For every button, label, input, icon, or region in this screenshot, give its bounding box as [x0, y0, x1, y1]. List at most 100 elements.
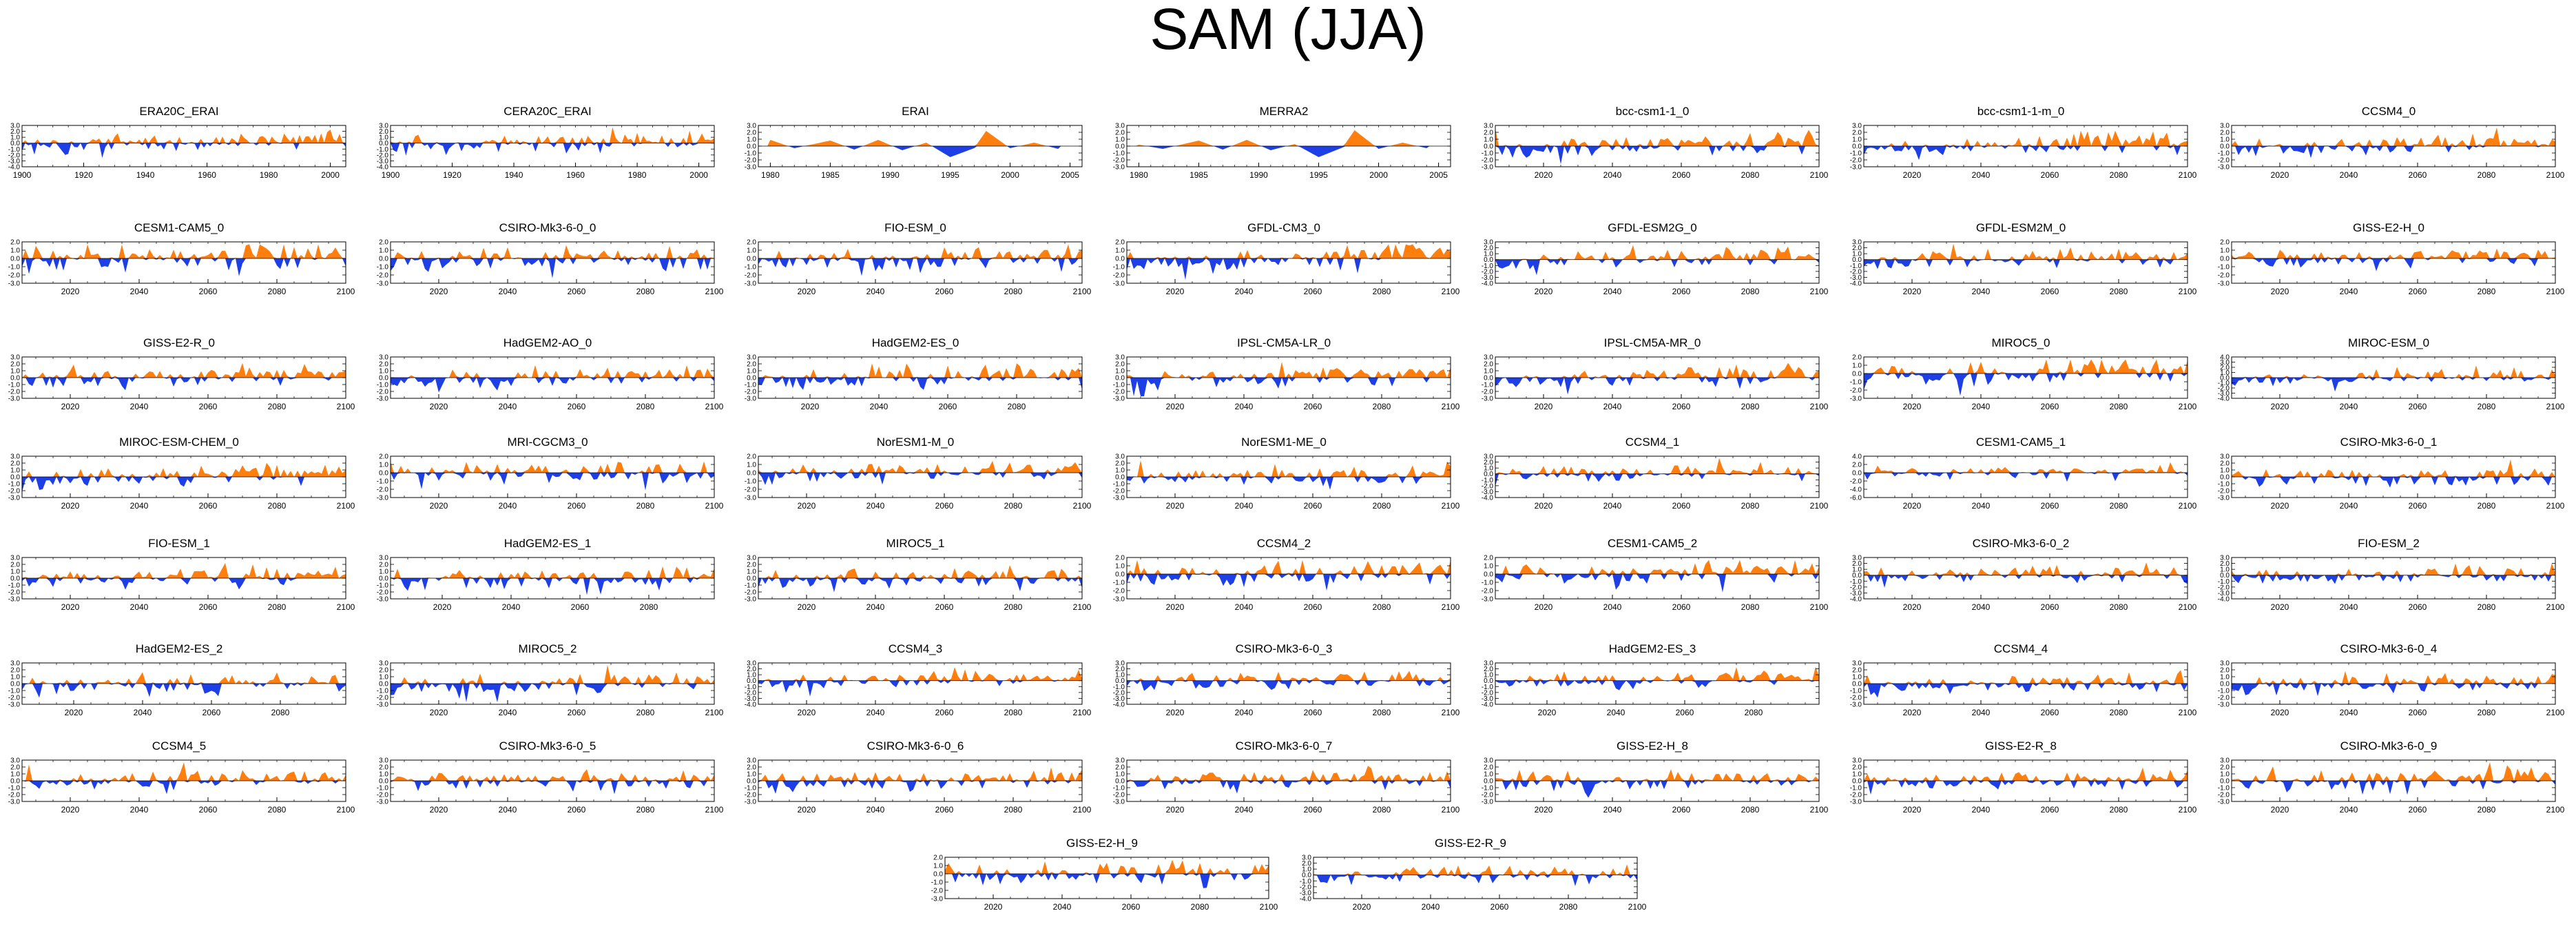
panel-title: HadGEM2-ES_1	[503, 537, 592, 550]
panel-plot: 2020 2040 2060 2080 2100 3.02.01.00.0-1.0-2.0…	[1850, 123, 2197, 181]
negative-area	[758, 146, 1082, 157]
y-tick-label: -2.0	[1850, 387, 1862, 395]
plot-frame	[1495, 662, 1820, 705]
panel-title: CSIRO-Mk3-6-0_0	[499, 221, 596, 234]
panel-plot: 2020 2040 2060 2080 3.02.01.00.0-1.0-2.0-3.0…	[1482, 660, 1820, 717]
x-tick-label: 2080	[2478, 805, 2496, 815]
x-tick-label: 2080	[2478, 287, 2496, 296]
y-tick-label: 0.0	[379, 140, 388, 147]
negative-area	[1864, 259, 2188, 269]
panel-HadGEM2-ES_3: HadGEM2-ES_3 2020 2040 2060 2080 3.0 2.0 1.0 0.0…	[1473, 642, 1831, 725]
y-tick-label: -4.0	[1850, 280, 1862, 288]
panel-title: ERAI	[902, 105, 929, 118]
x-tick-label: 2080	[1008, 402, 1026, 411]
y-tick-label: -1.0	[1482, 150, 1494, 158]
panel-title: GFDL-CM3_0	[1247, 221, 1320, 234]
x-tick-label: 2100	[2546, 805, 2565, 815]
x-tick-label: 2020	[1535, 501, 1553, 511]
x-tick-label: 2060	[1122, 902, 1141, 912]
y-tick-label: -3.0	[2218, 702, 2230, 709]
panel-plot: 2020 2040 2060 2080 3.02.01.00.0-1.0-2.0-3.0	[745, 354, 1083, 411]
y-tick-label: -1.0	[1482, 684, 1494, 691]
negative-area	[2232, 378, 2555, 392]
y-tick-label: -1.0	[1850, 263, 1862, 270]
x-tick-label: 2020	[1166, 501, 1185, 511]
y-tick-label: 3.0	[379, 555, 388, 562]
y-tick-label: -4.0	[1482, 702, 1494, 709]
y-tick-label: 2.0	[1852, 560, 1862, 568]
panel-GISS-E2-H_8: GISS-E2-H_8 2020 2040 2060 2080 2100 3.0 2.0 1.0…	[1473, 739, 1831, 822]
panel-ERA20C_ERAI: ERA20C_ERAI 1900 1920 1940 1960 1980 2000 3.0 2.…	[0, 105, 358, 187]
y-tick-label: 1.0	[1852, 136, 1862, 144]
panel-title: ERA20C_ERAI	[139, 105, 219, 118]
y-tick-label: 0.0	[379, 681, 388, 688]
x-tick-label: 2040	[1235, 287, 1254, 296]
x-tick-label: 1900	[13, 170, 32, 180]
y-tick-label: -3.0	[745, 280, 757, 288]
y-tick-label: 1.0	[2220, 674, 2230, 682]
panel-title: CSIRO-Mk3-6-0_7	[1235, 739, 1333, 753]
panel-title: GISS-E2-R_0	[143, 336, 215, 349]
x-tick-label: 2020	[1166, 805, 1185, 815]
y-tick-label: 0.0	[379, 470, 388, 478]
x-tick-label: 2040	[1972, 402, 1991, 411]
panel-CESM1-CAM5_2: CESM1-CAM5_2 2020 2040 2060 2080 2100 2.0 1.0 0.…	[1473, 537, 1831, 620]
y-tick-label: -1.0	[745, 684, 757, 691]
y-tick-label: 2.0	[1852, 130, 1862, 137]
negative-area	[1864, 146, 2188, 161]
x-tick-label: 2060	[1676, 708, 1694, 717]
panel-plot: 2020 2040 2060 2080 2100 2.01.00.0-1.0-2.0-3.…	[8, 239, 355, 297]
x-tick-label: 2020	[1903, 602, 1922, 612]
negative-area	[391, 684, 714, 702]
y-tick-label: -3.0	[1850, 164, 1862, 172]
y-tick-label: -3.0	[8, 596, 21, 604]
y-tick-label: 3.0	[2220, 123, 2230, 130]
y-tick-label: 1.0	[379, 771, 388, 779]
plot-frame	[21, 125, 346, 167]
x-tick-label: 1920	[443, 170, 461, 180]
y-tick-label: -1.0	[1850, 688, 1862, 695]
x-tick-label: 2040	[130, 805, 149, 815]
x-tick-label: 2080	[2478, 402, 2496, 411]
panel-title: GFDL-ESM2M_0	[1975, 221, 2066, 234]
panel-title: GISS-E2-H_0	[2353, 221, 2424, 234]
x-tick-label: 2080	[2110, 501, 2128, 511]
x-tick-label: 2100	[2546, 402, 2565, 411]
negative-area	[391, 578, 714, 595]
panel-MRI-CGCM3_0: MRI-CGCM3_0 2020 2040 2060 2080 2100 2.0 1.0 0.0…	[368, 436, 727, 518]
y-tick-label: 0.0	[1484, 677, 1493, 685]
x-tick-label: 2020	[430, 402, 448, 411]
y-tick-label: 2.0	[379, 667, 388, 675]
x-tick-label: 2040	[2340, 402, 2358, 411]
negative-area	[1864, 575, 2188, 588]
negative-area	[1127, 258, 1451, 280]
y-tick-label: -2.0	[2218, 385, 2230, 393]
x-tick-label: 2020	[1166, 402, 1185, 411]
y-tick-label: -3.0	[1482, 396, 1494, 403]
panel-plot: 2020 2040 2060 2080 2100 2.01.00.0-1.0-2.0-3.…	[2218, 239, 2565, 297]
y-tick-label: 0.0	[747, 677, 756, 685]
negative-area	[1313, 874, 1637, 886]
positive-area	[391, 665, 714, 684]
x-tick-label: 2080	[1745, 708, 1763, 717]
x-tick-label: 2100	[1260, 902, 1278, 912]
panel-title: FIO-ESM_2	[2358, 537, 2420, 550]
y-tick-label: -3.0	[745, 695, 757, 703]
y-tick-label: 1.0	[10, 569, 20, 576]
y-tick-label: -4.0	[1850, 596, 1862, 604]
negative-area	[22, 781, 346, 795]
x-tick-label: 2020	[798, 708, 816, 717]
x-tick-label: 2060	[1304, 708, 1322, 717]
y-tick-label: 2.0	[379, 239, 388, 247]
plot-frame	[758, 662, 1083, 705]
y-tick-label: 1.0	[1852, 674, 1862, 682]
x-tick-label: 2040	[1607, 708, 1625, 717]
x-tick-label: 2100	[2179, 287, 2197, 296]
y-tick-label: 0.0	[10, 375, 20, 382]
negative-area	[2232, 477, 2555, 488]
panel-plot: 2020 2040 2060 2080 2100 3.02.01.00.0-1.0-2.0…	[745, 555, 1092, 613]
y-tick-label: -3.0	[1113, 396, 1125, 403]
x-tick-label: 2100	[1810, 602, 1829, 612]
x-tick-label: 2040	[2340, 170, 2358, 180]
panel-plot: 2020 2040 2060 2080 2100 2.01.00.0-1.0-2.0-3.…	[1113, 239, 1460, 297]
